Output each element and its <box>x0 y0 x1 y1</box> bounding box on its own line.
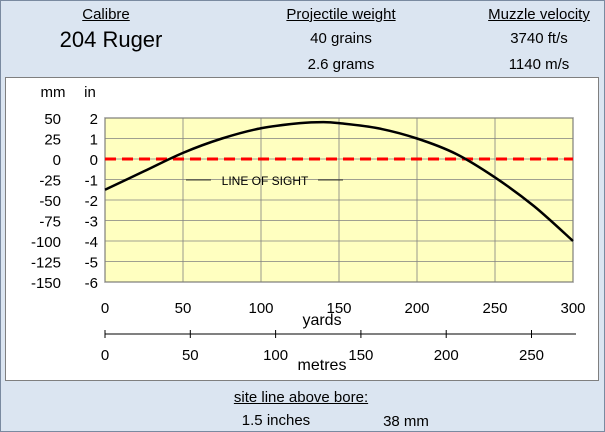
y-tick-label-mm: 0 <box>53 152 61 169</box>
trajectory-chart: mm in25012500-1-25-2-50-3-75-4-100-5-125-… <box>31 84 586 374</box>
y-tick-label-mm: -125 <box>31 255 61 272</box>
y-tick-label-in: -3 <box>85 214 98 231</box>
y-tick-label-mm: -50 <box>39 193 61 210</box>
y-tick-label-mm: 50 <box>44 111 61 128</box>
y-tick-label-in: -1 <box>85 173 98 190</box>
site-line-inches: 1.5 inches <box>241 412 311 429</box>
x-tick-label-yards: 200 <box>404 300 429 317</box>
metres-axis-label: metres <box>298 357 347 374</box>
y-tick-label-in: -2 <box>85 193 98 210</box>
site-line-label: site line above bore: <box>233 389 369 406</box>
projectile-weight-label: Projectile weight <box>286 6 396 23</box>
y-tick-label-in: -5 <box>85 255 98 272</box>
chart-panel: mm in 2 50 1 25 0 0 -1 -25 -2 -50 -3 -75 -4 -100 -5 -125-… <box>5 77 599 381</box>
muzzle-velocity-label: Muzzle velocity <box>488 6 590 23</box>
y-tick-label-in: -6 <box>85 275 98 292</box>
y-tick-label-mm: 25 <box>44 132 61 149</box>
velocity-fps: 3740 ft/s <box>510 30 568 47</box>
in-unit-label: in <box>84 84 96 101</box>
x-tick-label-metres: 50 <box>182 347 199 364</box>
x-tick-label-metres: 250 <box>519 347 544 364</box>
trajectory-line <box>104 120 574 242</box>
mm-unit-label: mm <box>41 84 66 101</box>
y-tick-label-in: -4 <box>85 234 98 251</box>
y-tick-label-mm: -25 <box>39 173 61 190</box>
y-tick-label-in: 1 <box>90 132 98 149</box>
site-line-mm: 38 mm <box>383 413 429 430</box>
line-of-sight-annotation: LINE OF SIGHT <box>222 174 309 188</box>
velocity-ms: 1140 m/s <box>508 56 570 73</box>
x-tick-label-yards: 0 <box>101 300 109 317</box>
x-tick-label-yards: 100 <box>248 300 273 317</box>
y-tick-label-mm: -100 <box>31 234 61 251</box>
x-tick-label-metres: 200 <box>434 347 459 364</box>
calibre-value: 204 Ruger <box>59 27 163 52</box>
yards-axis-label: yards <box>302 312 341 329</box>
weight-grams: 2.6 grams <box>307 56 375 73</box>
x-tick-label-yards: 300 <box>560 300 585 317</box>
x-tick-label-metres: 100 <box>263 347 288 364</box>
x-tick-label-yards: 250 <box>482 300 507 317</box>
y-tick-label-in: 2 <box>90 111 98 128</box>
y-tick-label-mm: -150 <box>31 275 61 292</box>
y-tick-label-in: 0 <box>90 152 98 169</box>
calibre-label: Calibre <box>82 6 130 23</box>
x-tick-label-yards: 150 <box>326 300 351 317</box>
y-tick-label-mm: -75 <box>39 214 61 231</box>
x-tick-label-yards: 50 <box>175 300 192 317</box>
x-tick-label-metres: 0 <box>101 347 109 364</box>
x-tick-label-metres: 150 <box>348 347 373 364</box>
weight-grains: 40 grains <box>310 30 372 47</box>
